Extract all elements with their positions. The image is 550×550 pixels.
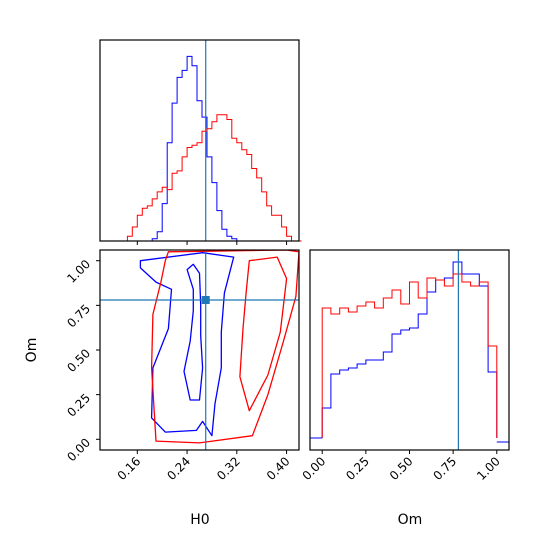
x-axis-label-om: Om [398,512,423,528]
om-xtick-label-2: 0.50 [387,454,416,483]
om-hist-red [321,273,498,438]
om-hist-series [310,261,509,443]
contour-ytick-label-3: 0.75 [64,302,93,331]
x-axis-label-h0: H0 [190,512,209,528]
contour-ytick-label-1: 0.25 [64,391,93,420]
om-xticks: 0.00 0.25 0.50 0.75 1.00 [300,450,503,483]
om-xtick-label-1: 0.25 [343,454,372,483]
contour-xtick-label-2: 0.32 [214,454,243,483]
contour-red-inner [239,256,288,412]
om-xtick-label-0: 0.00 [300,454,329,483]
contour-ytick-label-4: 1.00 [64,257,93,286]
h0-marginal-panel [99,39,302,245]
om-xtick-label-4: 1.00 [474,454,503,483]
contour-yticks: 0.00 0.25 0.50 0.75 1.00 [64,257,100,464]
contour-xticks: 0.16 0.24 0.32 0.40 [115,450,293,483]
contour-truth-lines [100,250,299,450]
h0-om-contour-panel: 0.16 0.24 0.32 0.40 0.00 0.25 0.50 0.75 1.00 H0… [24,249,300,528]
h0-hist-series [122,55,302,242]
om-hist-blue [321,261,498,438]
h0-marginal-frame [99,39,300,242]
h0-marginal-ticks [136,241,288,245]
om-marginal-panel: 0.00 0.25 0.50 0.75 1.00 Om [300,249,510,528]
y-axis-label-om: Om [24,338,40,363]
contour-blue-inner [183,263,204,401]
contour-red-outer [150,250,299,444]
om-xtick-label-3: 0.75 [430,454,459,483]
contour-ytick-label-0: 0.00 [64,436,93,465]
contour-xtick-label-0: 0.16 [115,454,144,483]
contour-lines [139,250,299,444]
contour-xtick-label-1: 0.24 [164,454,193,483]
contour-ytick-label-2: 0.50 [64,346,93,375]
contour-blue-outer [139,252,235,437]
contour-xtick-label-3: 0.40 [264,454,293,483]
contour-truth-point [201,296,210,304]
h0-hist-blue [122,55,247,242]
h0-hist-red [122,114,302,242]
